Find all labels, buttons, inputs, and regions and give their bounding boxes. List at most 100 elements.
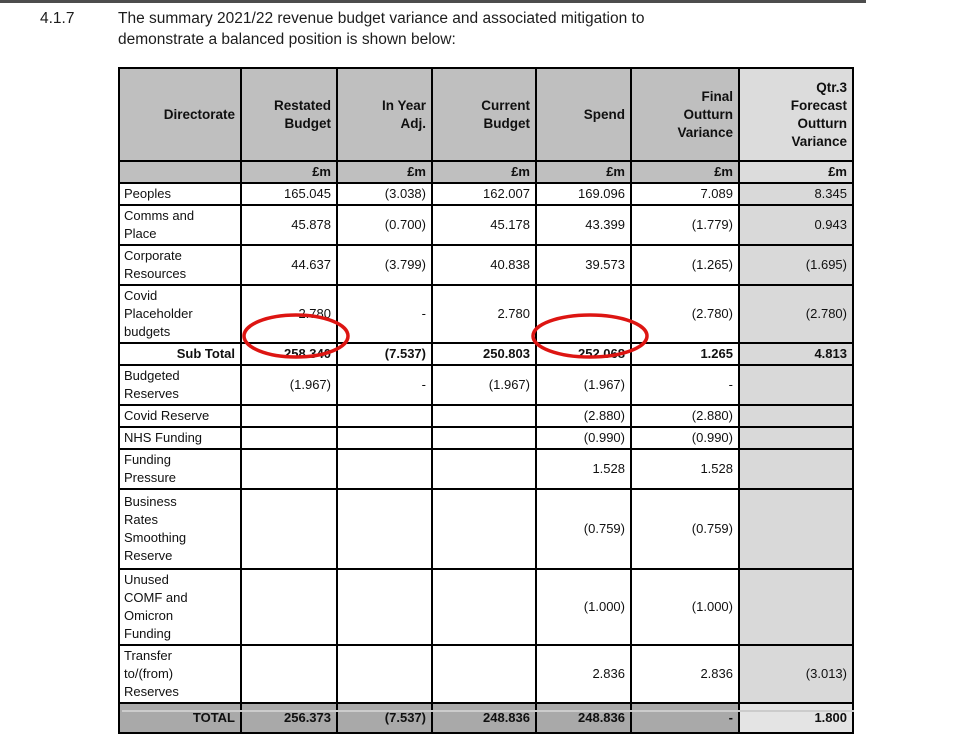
cell-value — [431, 426, 537, 450]
header-cell-final-outturn-variance: Final Outturn Variance — [630, 67, 740, 162]
cell-value: 169.096 — [535, 182, 632, 206]
cell-value: (0.759) — [535, 488, 632, 570]
cell-value — [240, 448, 338, 490]
header-cell-directorate: Directorate — [118, 67, 242, 162]
cell-value — [336, 404, 433, 428]
intro-paragraph: The summary 2021/22 revenue budget varia… — [118, 10, 645, 48]
table-header-row: Directorate Restated Budget In Year Adj.… — [118, 67, 854, 162]
cell-value — [336, 644, 433, 704]
cell-value: (1.967) — [535, 364, 632, 406]
section-number: 4.1.7 — [40, 10, 75, 27]
table-row: Covid Placeholder budgets 2.780-2.780 (2.7… — [118, 284, 854, 344]
cell-value: 258.340 — [240, 342, 338, 366]
cell-value: (7.537) — [336, 342, 433, 366]
table-row: Transfer to/(from) Reserves 2.836 2.836 (3.… — [118, 644, 854, 704]
row-label: Peoples — [118, 182, 242, 206]
table-bottom-shadow — [122, 710, 854, 712]
cell-value — [738, 404, 854, 428]
budget-table-body: Peoples 165.045 (3.038) 162.007 169.096 7.089… — [118, 182, 854, 734]
cell-value: (3.799) — [336, 244, 433, 286]
unit-cell: £m — [431, 160, 537, 184]
cell-value: 0.943 — [738, 204, 854, 246]
header-cell-restated-budget: Restated Budget — [240, 67, 338, 162]
cell-value: 2.780 — [240, 284, 338, 344]
cell-value: 1.528 — [535, 448, 632, 490]
cell-value: - — [336, 284, 433, 344]
table-row: Funding Pressure 1.528 1.528 — [118, 448, 854, 490]
cell-value — [240, 404, 338, 428]
row-label: Transfer to/(from) Reserves — [118, 644, 242, 704]
row-label: Comms and Place — [118, 204, 242, 246]
cell-value: 1.265 — [630, 342, 740, 366]
cell-value: (0.759) — [630, 488, 740, 570]
cell-value: 4.813 — [738, 342, 854, 366]
cell-value: - — [630, 364, 740, 406]
cell-value: - — [630, 702, 740, 734]
cell-value: (1.779) — [630, 204, 740, 246]
table-row: Corporate Resources 44.637 (3.799) 40.838 39… — [118, 244, 854, 286]
cell-value: 7.089 — [630, 182, 740, 206]
cell-value: (0.990) — [630, 426, 740, 450]
table-row: Unused COMF and Omicron Funding (1.000) (1… — [118, 568, 854, 646]
table-row: Sub Total 258.340 (7.537) 250.803 252.068 1.2… — [118, 342, 854, 366]
table-row: Covid Reserve (2.880) (2.880) — [118, 404, 854, 428]
header-cell-qtr3-forecast-outturn-variance: Qtr.3 Forecast Outturn Variance — [738, 67, 854, 162]
cell-value: (1.695) — [738, 244, 854, 286]
cell-value — [738, 364, 854, 406]
cell-value: (2.780) — [738, 284, 854, 344]
header-cell-in-year-adj: In Year Adj. — [336, 67, 433, 162]
cell-value — [336, 426, 433, 450]
cell-value: (2.780) — [630, 284, 740, 344]
row-label: TOTAL — [118, 702, 242, 734]
cell-value: 43.399 — [535, 204, 632, 246]
cell-value: (7.537) — [336, 702, 433, 734]
row-label: Covid Reserve — [118, 404, 242, 428]
header-cell-spend: Spend — [535, 67, 632, 162]
cell-value: 39.573 — [535, 244, 632, 286]
cell-value: 1.528 — [630, 448, 740, 490]
cell-value: 248.836 — [431, 702, 537, 734]
cell-value — [336, 568, 433, 646]
cell-value — [336, 448, 433, 490]
cell-value: 8.345 — [738, 182, 854, 206]
row-label: NHS Funding — [118, 426, 242, 450]
unit-cell: £m — [336, 160, 433, 184]
row-label: Business Rates Smoothing Reserve — [118, 488, 242, 570]
row-label: Unused COMF and Omicron Funding — [118, 568, 242, 646]
cell-value — [240, 644, 338, 704]
cell-value: 45.878 — [240, 204, 338, 246]
cell-value — [431, 568, 537, 646]
cell-value — [240, 426, 338, 450]
cell-value: 256.373 — [240, 702, 338, 734]
cell-value — [431, 644, 537, 704]
cell-value: 165.045 — [240, 182, 338, 206]
cell-value: 250.803 — [431, 342, 537, 366]
cell-value: 1.800 — [738, 702, 854, 734]
cell-value: (1.967) — [431, 364, 537, 406]
cell-value: 162.007 — [431, 182, 537, 206]
cell-value — [535, 284, 632, 344]
cell-value: (0.700) — [336, 204, 433, 246]
cell-value: (2.880) — [535, 404, 632, 428]
unit-cell: £m — [535, 160, 632, 184]
table-row: Comms and Place 45.878 (0.700) 45.178 43.399… — [118, 204, 854, 246]
cell-value: 40.838 — [431, 244, 537, 286]
cell-value — [431, 448, 537, 490]
row-label: Budgeted Reserves — [118, 364, 242, 406]
cell-value: (3.038) — [336, 182, 433, 206]
cell-value — [738, 488, 854, 570]
units-row: £m £m £m £m £m £m — [118, 160, 854, 184]
table-row: Business Rates Smoothing Reserve (0.759)(… — [118, 488, 854, 570]
cell-value: (1.967) — [240, 364, 338, 406]
cell-value: 2.836 — [630, 644, 740, 704]
cell-value — [240, 568, 338, 646]
cell-value — [431, 404, 537, 428]
cell-value: 2.836 — [535, 644, 632, 704]
budget-variance-table: Directorate Restated Budget In Year Adj.… — [118, 67, 854, 734]
cell-value: (2.880) — [630, 404, 740, 428]
table-row: NHS Funding (0.990) (0.990) — [118, 426, 854, 450]
row-label: Corporate Resources — [118, 244, 242, 286]
cell-value — [738, 426, 854, 450]
header-cell-current-budget: Current Budget — [431, 67, 537, 162]
